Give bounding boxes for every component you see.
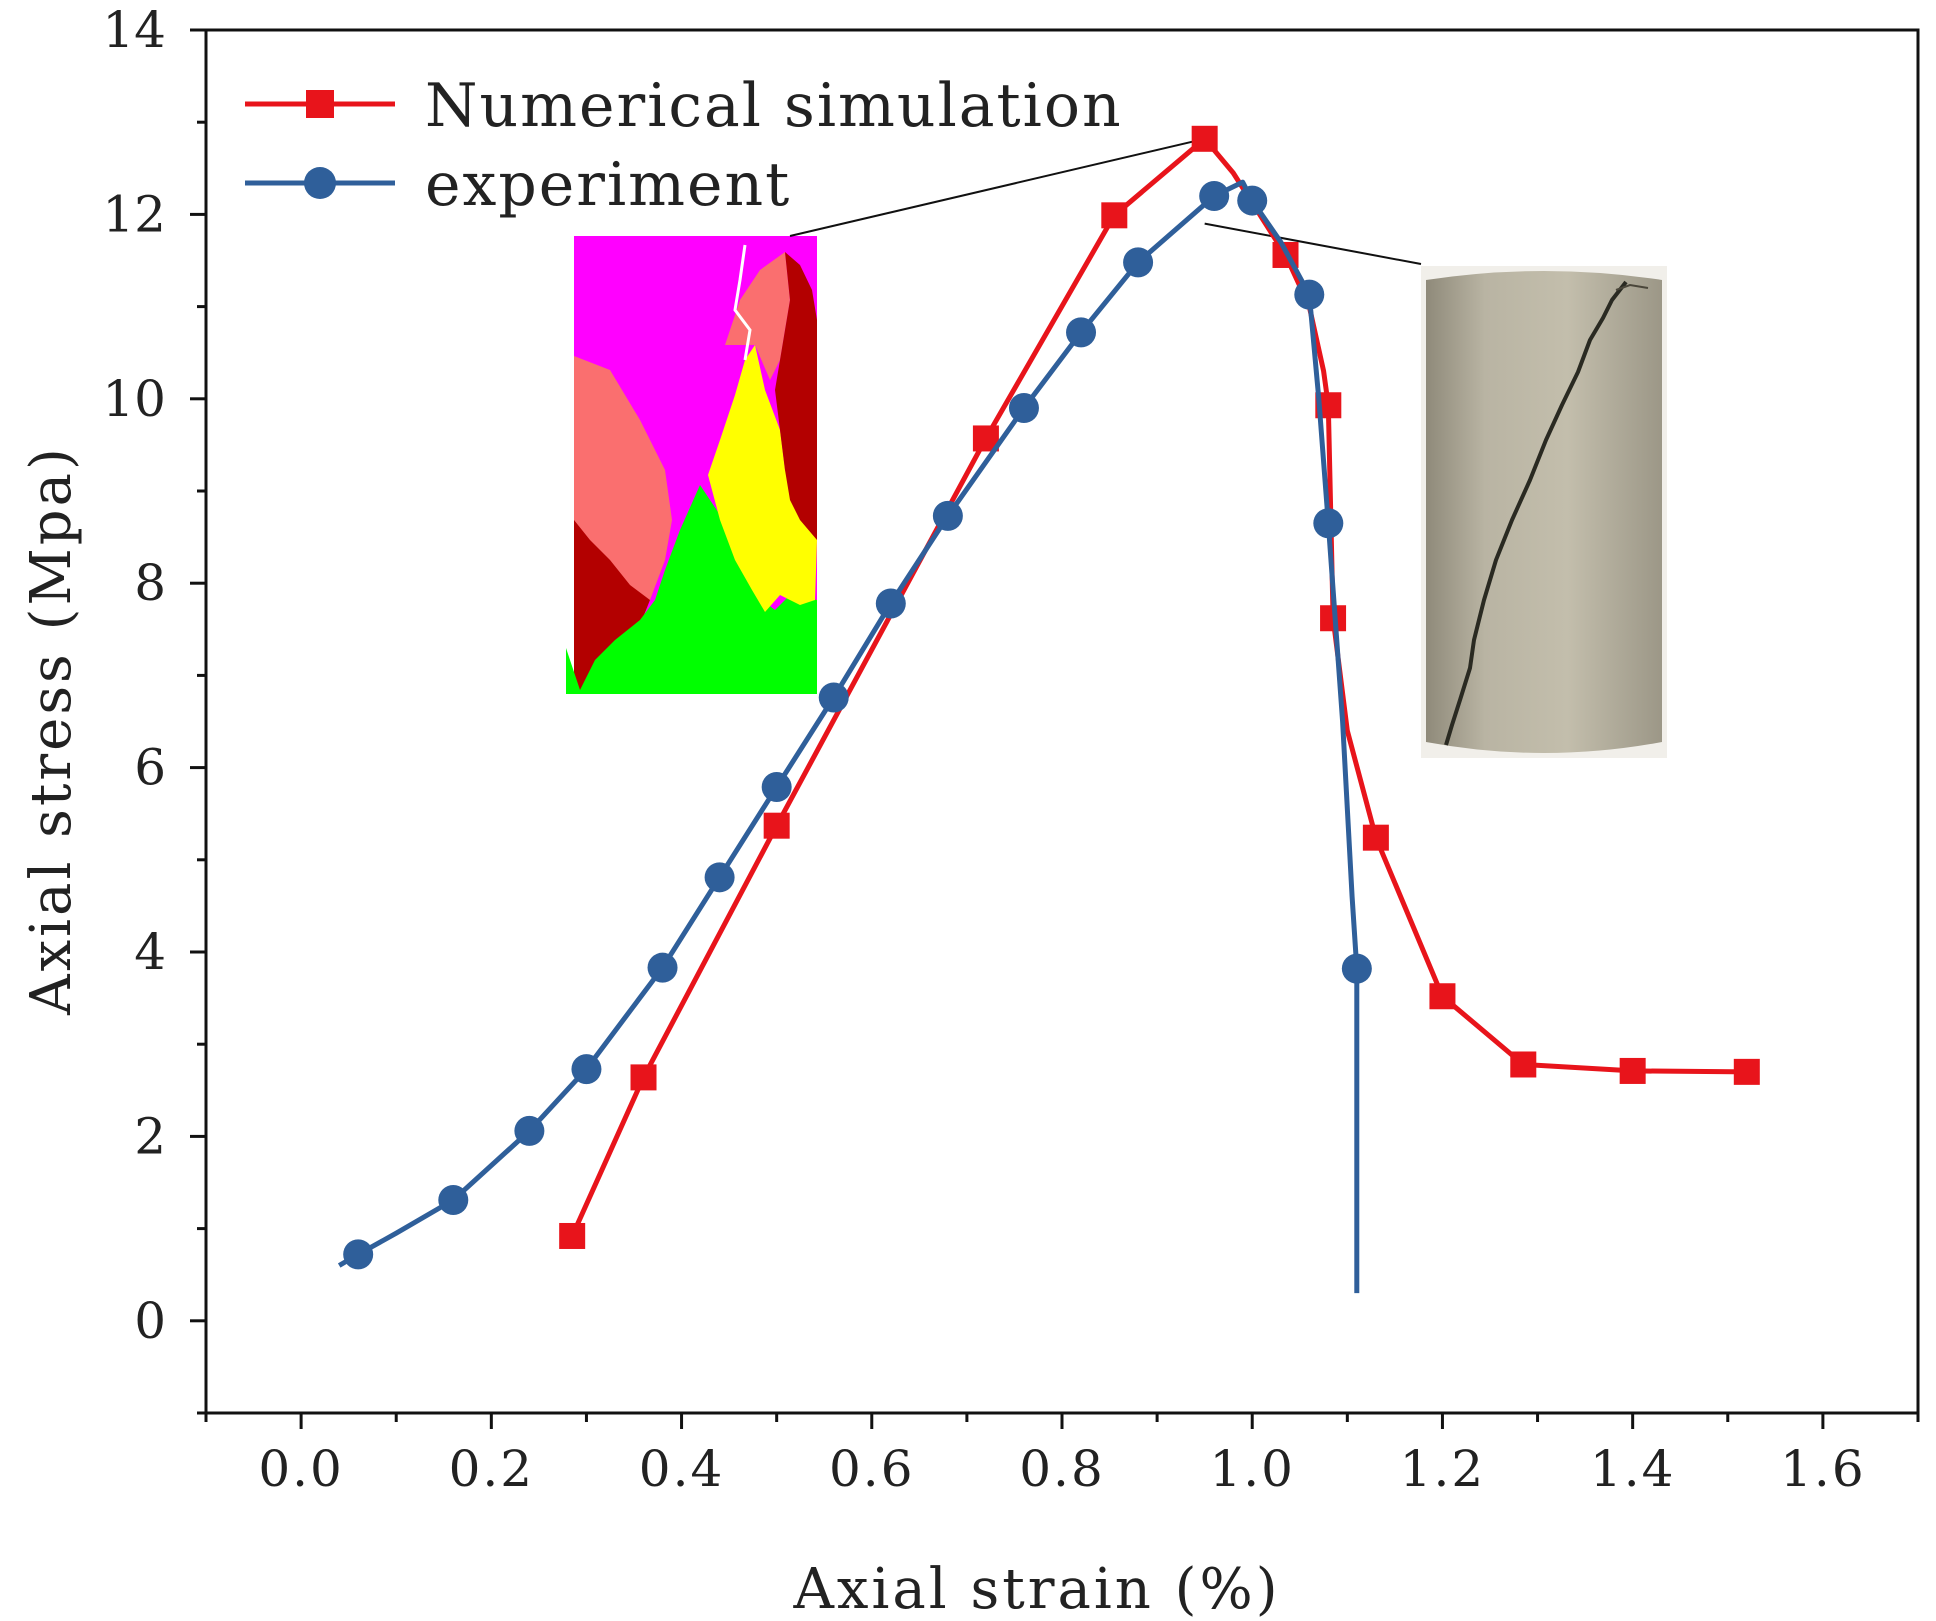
- y-tick-label: 12: [102, 185, 166, 243]
- data-point-numerical-simulation: [1429, 983, 1456, 1010]
- specimen-crack: [1444, 280, 1628, 746]
- y-tick-label: 6: [134, 739, 166, 797]
- data-point-experiment: [1294, 279, 1325, 310]
- legend: Numerical simulation experiment: [245, 71, 1123, 220]
- x-tick-label: 0.6: [829, 1440, 915, 1498]
- inset-sim-region-yellow: [708, 345, 817, 612]
- x-tick-label: 0.4: [639, 1440, 725, 1498]
- legend-entry-experiment: experiment: [245, 150, 791, 220]
- legend-label-experiment: experiment: [425, 150, 791, 220]
- leader-line-experiment: [1204, 222, 1422, 265]
- y-tick-label: 0: [134, 1292, 166, 1350]
- data-point-experiment: [818, 682, 849, 713]
- legend-marker-circle: [304, 167, 336, 199]
- inset-sim-region-salmon-top: [725, 252, 790, 380]
- plot-frame: 0.0 0.2 0.4 0.6 0.8 1.0 1.2 1.4 1.6 0 2 4 6 8 10 12 14: [102, 1, 1920, 1498]
- x-tick-label: 1.0: [1209, 1440, 1295, 1498]
- data-point-numerical-simulation: [630, 1064, 657, 1091]
- data-point-numerical-simulation: [1733, 1058, 1760, 1085]
- data-point-experiment: [514, 1115, 545, 1146]
- data-point-numerical-simulation: [1362, 824, 1389, 851]
- data-point-numerical-simulation: [1101, 202, 1128, 229]
- data-point-experiment: [1123, 247, 1154, 278]
- data-point-experiment: [1341, 953, 1372, 984]
- x-tick-label: 0.0: [258, 1440, 344, 1498]
- x-tick-label: 0.8: [1019, 1440, 1105, 1498]
- data-point-experiment: [1313, 508, 1344, 539]
- data-point-experiment: [875, 588, 906, 619]
- y-tick-label: 8: [134, 554, 166, 612]
- y-tick-label: 4: [134, 923, 166, 981]
- x-axis-label: Axial strain (%): [792, 1557, 1280, 1621]
- y-tick-label: 10: [102, 370, 166, 428]
- data-point-experiment: [1008, 393, 1039, 424]
- data-point-experiment: [438, 1185, 469, 1216]
- x-tick-label: 0.2: [449, 1440, 535, 1498]
- numerical-failure-pattern-inset: [566, 236, 817, 694]
- data-point-experiment: [704, 862, 735, 893]
- inset-sim-region-darkred-right: [775, 252, 817, 540]
- data-point-experiment: [1237, 185, 1268, 216]
- data-point-experiment: [761, 771, 792, 802]
- y-tick-label: 2: [134, 1107, 166, 1165]
- data-point-numerical-simulation: [1191, 125, 1218, 152]
- data-point-experiment: [1066, 317, 1097, 348]
- inset-sim-region-green: [566, 485, 817, 694]
- inset-sim-crack: [733, 244, 752, 361]
- legend-label-numerical-simulation: Numerical simulation: [425, 71, 1123, 141]
- rock-specimen: [1426, 271, 1662, 753]
- x-tick-label: 1.4: [1590, 1440, 1676, 1498]
- specimen-crack-branch: [1615, 283, 1649, 291]
- data-point-numerical-simulation: [763, 812, 790, 839]
- data-point-numerical-simulation: [559, 1222, 586, 1249]
- series-layer: [337, 125, 1760, 1294]
- data-point-experiment: [571, 1054, 602, 1085]
- y-axis-label: Axial stress (Mpa): [19, 445, 84, 1016]
- legend-marker-square: [306, 90, 334, 118]
- data-point-numerical-simulation: [1619, 1057, 1646, 1084]
- inset-sim-region-darkred-left: [574, 520, 650, 694]
- data-point-numerical-simulation: [1510, 1051, 1537, 1078]
- annotation-leaders: [789, 137, 1422, 265]
- y-tick-label: 14: [102, 1, 166, 59]
- x-tick-label: 1.2: [1400, 1440, 1486, 1498]
- data-point-experiment: [647, 952, 678, 983]
- experimental-specimen-photo-inset: [1421, 266, 1667, 758]
- data-point-experiment: [1199, 180, 1230, 211]
- leader-line-simulation: [789, 137, 1205, 237]
- data-point-experiment: [932, 500, 963, 531]
- legend-entry-numerical-simulation: Numerical simulation: [245, 71, 1123, 141]
- data-point-experiment: [343, 1239, 374, 1270]
- x-tick-label: 1.6: [1780, 1440, 1866, 1498]
